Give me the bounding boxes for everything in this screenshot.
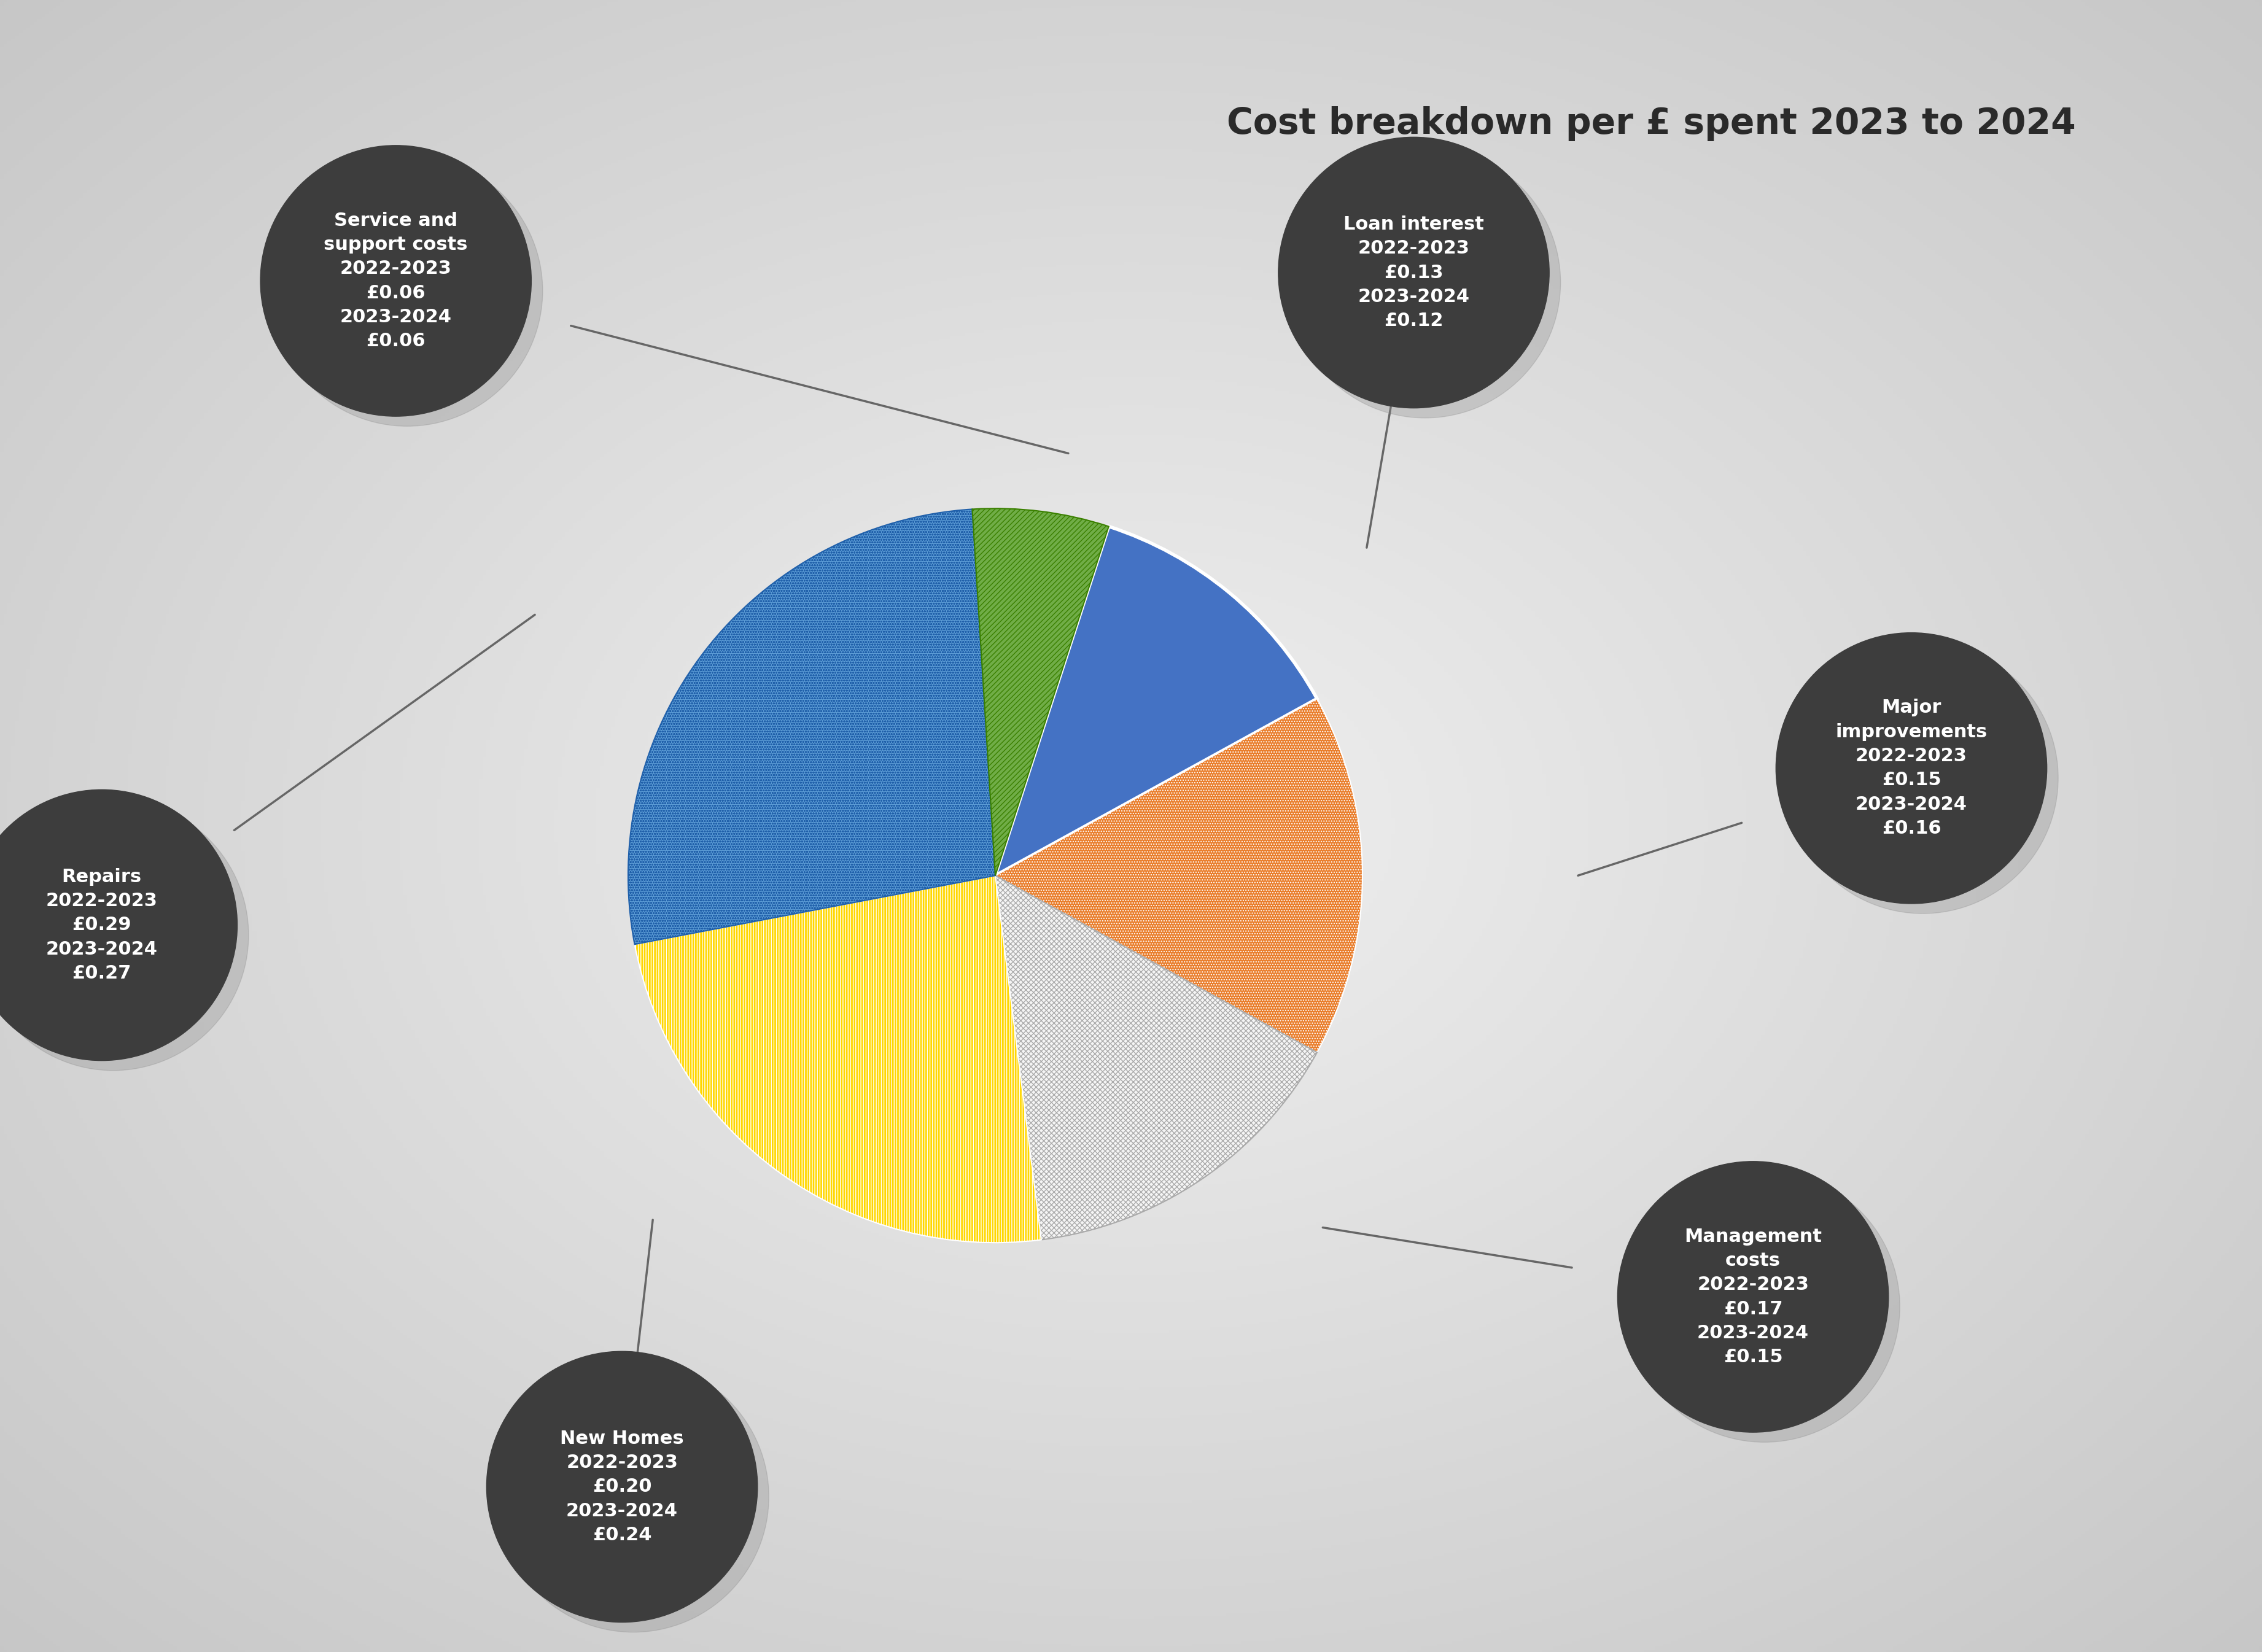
Text: Loan interest
2022-2023
£0.13
2023-2024
£0.12: Loan interest 2022-2023 £0.13 2023-2024 … [1344, 215, 1484, 330]
Wedge shape [995, 527, 1316, 876]
Text: Repairs
2022-2023
£0.29
2023-2024
£0.27: Repairs 2022-2023 £0.29 2023-2024 £0.27 [45, 867, 158, 983]
Ellipse shape [1787, 643, 2058, 914]
Ellipse shape [486, 1351, 758, 1622]
Ellipse shape [498, 1361, 769, 1632]
Text: New Homes
2022-2023
£0.20
2023-2024
£0.24: New Homes 2022-2023 £0.20 2023-2024 £0.2… [561, 1429, 683, 1545]
Ellipse shape [271, 155, 543, 426]
Text: Management
costs
2022-2023
£0.17
2023-2024
£0.15: Management costs 2022-2023 £0.17 2023-20… [1685, 1227, 1821, 1366]
Ellipse shape [1617, 1161, 1889, 1432]
Text: Service and
support costs
2022-2023
£0.06
2023-2024
£0.06: Service and support costs 2022-2023 £0.0… [323, 211, 468, 350]
Ellipse shape [1629, 1171, 1900, 1442]
Text: Cost breakdown per £ spent 2023 to 2024: Cost breakdown per £ spent 2023 to 2024 [1226, 106, 2077, 142]
Wedge shape [995, 876, 1316, 1239]
Ellipse shape [0, 800, 249, 1070]
Wedge shape [995, 699, 1362, 1052]
Wedge shape [973, 509, 1108, 876]
Ellipse shape [0, 790, 238, 1061]
Ellipse shape [260, 145, 532, 416]
Ellipse shape [1289, 147, 1561, 418]
Ellipse shape [1776, 633, 2047, 904]
Text: Major
improvements
2022-2023
£0.15
2023-2024
£0.16: Major improvements 2022-2023 £0.15 2023-… [1834, 699, 1988, 838]
Wedge shape [629, 509, 995, 945]
Ellipse shape [1278, 137, 1549, 408]
Wedge shape [636, 876, 1041, 1242]
